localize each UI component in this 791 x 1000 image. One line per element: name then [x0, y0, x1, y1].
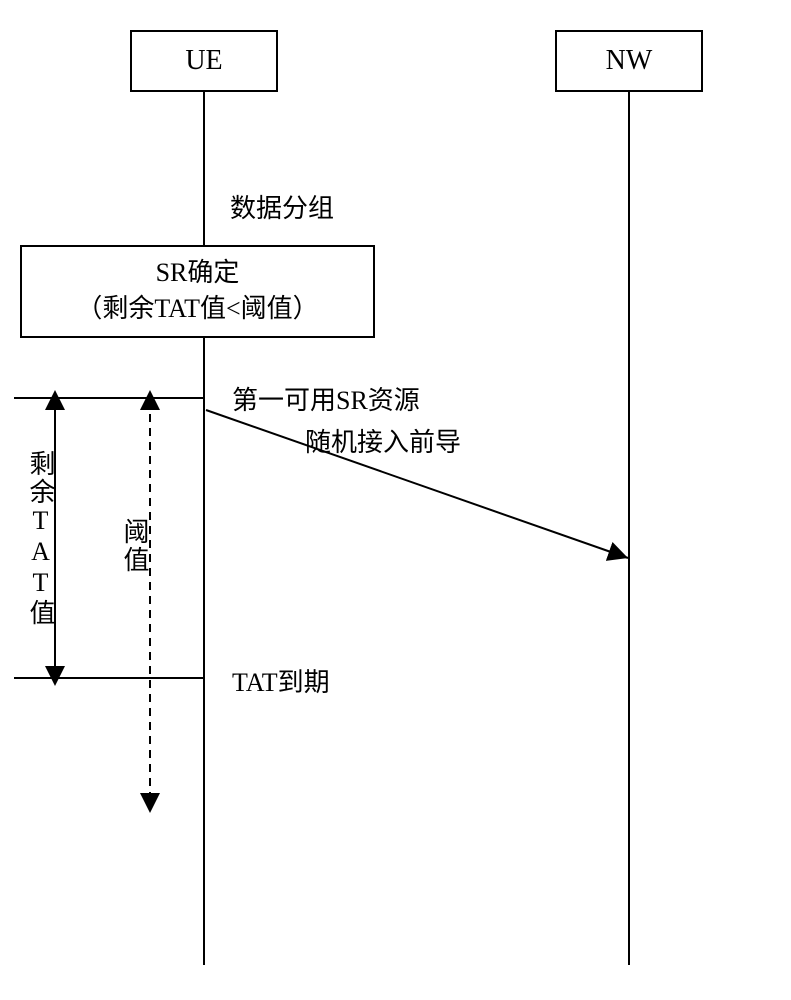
- data-packet-label: 数据分组: [230, 188, 334, 225]
- sr-box-line1: SR确定: [34, 255, 361, 291]
- message-arrow: [0, 0, 791, 1000]
- threshold-label: 阈值: [116, 518, 153, 574]
- tick-bottom: [14, 677, 205, 679]
- lifeline-box-ue: UE: [130, 30, 278, 92]
- tat-expire-label: TAT到期: [232, 662, 330, 699]
- lifeline-label-nw: NW: [606, 45, 653, 77]
- lifeline-label-ue: UE: [185, 45, 222, 77]
- remaining-tat-label: 剩余TAT值: [22, 450, 59, 627]
- first-sr-resource-label: 第一可用SR资源: [232, 380, 420, 417]
- sr-determination-box: SR确定 （剩余TAT值<阈值）: [20, 245, 375, 338]
- lifeline-box-nw: NW: [555, 30, 703, 92]
- tick-top: [14, 397, 205, 399]
- lifeline-line-ue: [203, 92, 205, 965]
- remaining-tat-arrow: [0, 0, 791, 1000]
- random-access-preamble-label: 随机接入前导: [305, 422, 461, 459]
- sr-box-line2: （剩余TAT值<阈值）: [34, 291, 361, 327]
- lifeline-line-nw: [628, 92, 630, 965]
- threshold-arrow: [0, 0, 791, 1000]
